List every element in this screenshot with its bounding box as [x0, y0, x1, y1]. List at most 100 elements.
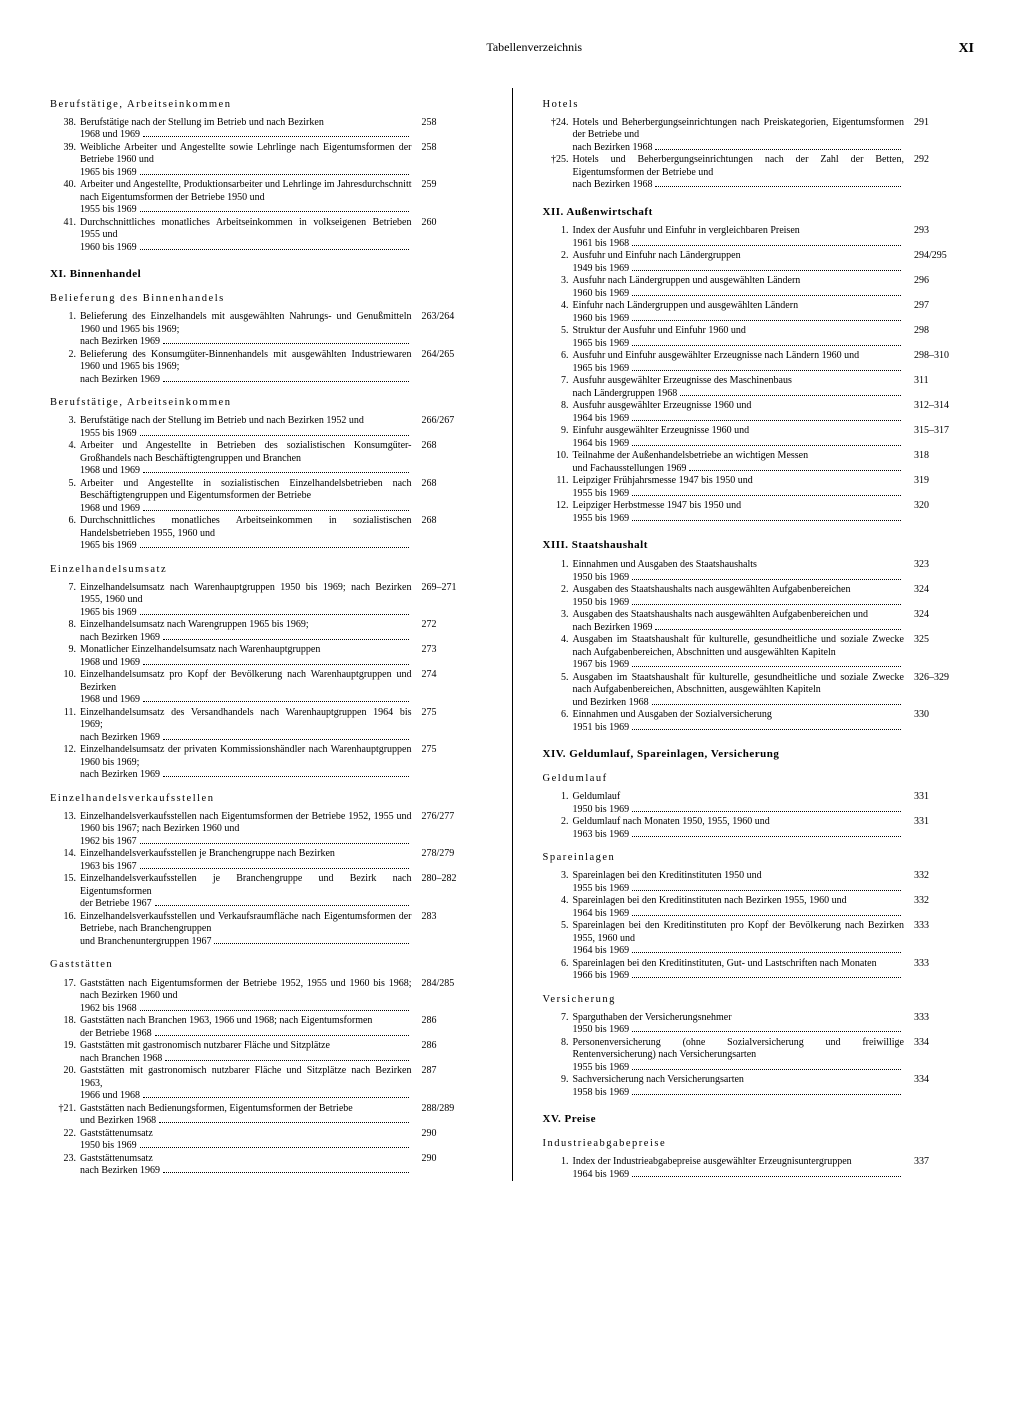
entry-text: Belieferung des Konsumgüter-Binnenhandel… [80, 349, 412, 374]
toc-entry: 41.Durchschnittliches monatliches Arbeit… [50, 217, 482, 255]
entry-text: Hotels und Beherbergungseinrichtungen na… [573, 117, 905, 142]
entry-text: Leipziger Herbstmesse 1947 bis 1950 und [573, 500, 905, 513]
leader-dots [632, 345, 901, 346]
entry-page: 292 [904, 154, 974, 192]
entry-text-tail: 1950 bis 1969 [573, 572, 630, 585]
entry-text: Ausfuhr und Einfuhr nach Ländergruppen [573, 250, 905, 263]
column-divider [512, 88, 513, 1182]
toc-entry: 2.Geldumlauf nach Monaten 1950, 1955, 19… [543, 816, 975, 841]
entry-number: 2. [50, 349, 80, 387]
leader-dots [632, 320, 901, 321]
entry-page: 332 [904, 870, 974, 895]
entry-text-tail: nach Bezirken 1969 [80, 1165, 160, 1178]
toc-entry: 2.Belieferung des Konsumgüter-Binnenhand… [50, 349, 482, 387]
entry-text-tail: 1955 bis 1969 [80, 428, 137, 441]
right-column: Hotels†24.Hotels und Beherbergungseinric… [543, 88, 975, 1182]
entry-page: 259 [412, 179, 482, 217]
entry-page: 331 [904, 791, 974, 816]
entry-text-tail: 1960 bis 1969 [573, 288, 630, 301]
entry-page: 293 [904, 225, 974, 250]
toc-entry: 5.Arbeiter und Angestellte in sozialisti… [50, 478, 482, 516]
entry-text: Einzelhandelsumsatz nach Warengruppen 19… [80, 619, 412, 632]
leader-dots [155, 905, 409, 906]
entry-text: Monatlicher Einzelhandelsumsatz nach War… [80, 644, 412, 657]
entry-page: 337 [904, 1156, 974, 1181]
page-number-roman: XI [958, 40, 974, 58]
entry-text-tail: 1965 bis 1969 [80, 167, 137, 180]
entry-text-tail: 1968 und 1969 [80, 657, 140, 670]
entry-text-tail: 1950 bis 1969 [573, 597, 630, 610]
leader-dots [655, 629, 901, 630]
entry-number: 9. [50, 644, 80, 669]
entry-number: 13. [50, 811, 80, 849]
entry-number: 12. [50, 744, 80, 782]
entry-number: 17. [50, 978, 80, 1016]
entry-number: 40. [50, 179, 80, 217]
entry-text: Ausfuhr ausgewählter Erzeugnisse des Mas… [573, 375, 905, 388]
entry-page: 332 [904, 895, 974, 920]
entry-page: 291 [904, 117, 974, 155]
entry-text-tail: nach Bezirken 1968 [573, 142, 653, 155]
toc-entry: 3.Ausfuhr nach Ländergruppen und ausgewä… [543, 275, 975, 300]
leader-dots [632, 520, 901, 521]
entry-text: Berufstätige nach der Stellung im Betrie… [80, 117, 412, 130]
toc-entry: 38.Berufstätige nach der Stellung im Bet… [50, 117, 482, 142]
entry-number: 2. [543, 250, 573, 275]
toc-entry: 13.Einzelhandelsverkaufsstellen nach Eig… [50, 811, 482, 849]
entry-text: Gaststätten mit gastronomisch nutzbarer … [80, 1040, 412, 1053]
entry-number: 8. [543, 400, 573, 425]
entry-text-tail: 1961 bis 1968 [573, 238, 630, 251]
entry-page: 286 [412, 1040, 482, 1065]
entry-number: 14. [50, 848, 80, 873]
entry-page: 268 [412, 478, 482, 516]
entry-page: 294/295 [904, 250, 974, 275]
entry-page: 315–317 [904, 425, 974, 450]
entry-text-tail: 1964 bis 1969 [573, 413, 630, 426]
leader-dots [155, 1035, 409, 1036]
entry-text-tail: 1958 bis 1969 [573, 1087, 630, 1100]
leader-dots [652, 704, 901, 705]
entry-number: 39. [50, 142, 80, 180]
entry-number: †21. [50, 1103, 80, 1128]
toc-entry: 20.Gaststätten mit gastronomisch nutzbar… [50, 1065, 482, 1103]
leader-dots [632, 445, 901, 446]
entry-text: Einzelhandelsverkaufsstellen nach Eigent… [80, 811, 412, 836]
entry-page: 290 [412, 1153, 482, 1178]
entry-text: Einfuhr nach Ländergruppen und ausgewähl… [573, 300, 905, 313]
entry-page: 333 [904, 958, 974, 983]
entry-text-tail: und Fachausstellungen 1969 [573, 463, 687, 476]
entry-number: 4. [543, 895, 573, 920]
leader-dots [632, 604, 901, 605]
entry-text-tail: 1964 bis 1969 [573, 438, 630, 451]
entry-text-tail: 1955 bis 1969 [573, 488, 630, 501]
leader-dots [143, 472, 409, 473]
entry-number: 1. [543, 1156, 573, 1181]
entry-page: 269–271 [412, 582, 482, 620]
entry-number: 1. [543, 791, 573, 816]
entry-text: Einzelhandelsumsatz nach Warenhauptgrupp… [80, 582, 412, 607]
entry-text: Personenversicherung (ohne Sozialversich… [573, 1037, 905, 1062]
entry-page: 324 [904, 609, 974, 634]
entry-page: 268 [412, 440, 482, 478]
entry-text-tail: 1955 bis 1969 [573, 513, 630, 526]
entry-text: Gaststätten mit gastronomisch nutzbarer … [80, 1065, 412, 1090]
entry-page: 297 [904, 300, 974, 325]
entry-page: 260 [412, 217, 482, 255]
entry-text: Berufstätige nach der Stellung im Betrie… [80, 415, 412, 428]
entry-number: 1. [543, 559, 573, 584]
entry-text: Einzelhandelsverkaufsstellen je Branchen… [80, 848, 412, 861]
entry-text-tail: 1968 und 1969 [80, 465, 140, 478]
leader-dots [163, 1172, 409, 1173]
entry-page: 284/285 [412, 978, 482, 1016]
leader-dots [632, 495, 901, 496]
entry-page: 325 [904, 634, 974, 672]
toc-entry: 2.Ausfuhr und Einfuhr nach Ländergruppen… [543, 250, 975, 275]
leader-dots [140, 174, 409, 175]
toc-entry: 12.Einzelhandelsumsatz der privaten Komm… [50, 744, 482, 782]
leader-dots [632, 420, 901, 421]
entry-text: Ausfuhr ausgewählter Erzeugnisse 1960 un… [573, 400, 905, 413]
leader-dots [655, 149, 901, 150]
toc-entry: 39.Weibliche Arbeiter und Angestellte so… [50, 142, 482, 180]
entry-page: 264/265 [412, 349, 482, 387]
toc-entry: 12.Leipziger Herbstmesse 1947 bis 1950 u… [543, 500, 975, 525]
